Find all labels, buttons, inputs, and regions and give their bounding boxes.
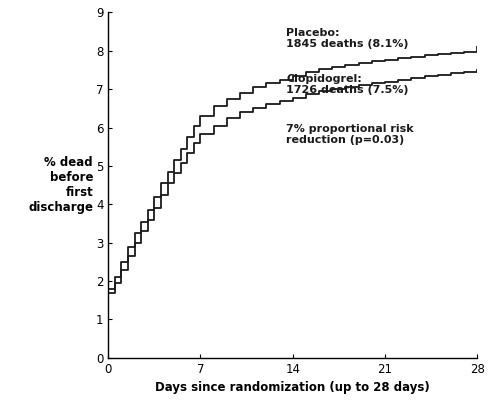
- Y-axis label: % dead
before
first
discharge: % dead before first discharge: [28, 156, 93, 214]
- Text: Clopidogrel:
1726 deaths (7.5%): Clopidogrel: 1726 deaths (7.5%): [286, 74, 409, 95]
- Text: 7% proportional risk
reduction (p=0.03): 7% proportional risk reduction (p=0.03): [286, 124, 414, 145]
- X-axis label: Days since randomization (up to 28 days): Days since randomization (up to 28 days): [155, 381, 430, 394]
- Text: Placebo:
1845 deaths (8.1%): Placebo: 1845 deaths (8.1%): [286, 28, 409, 50]
